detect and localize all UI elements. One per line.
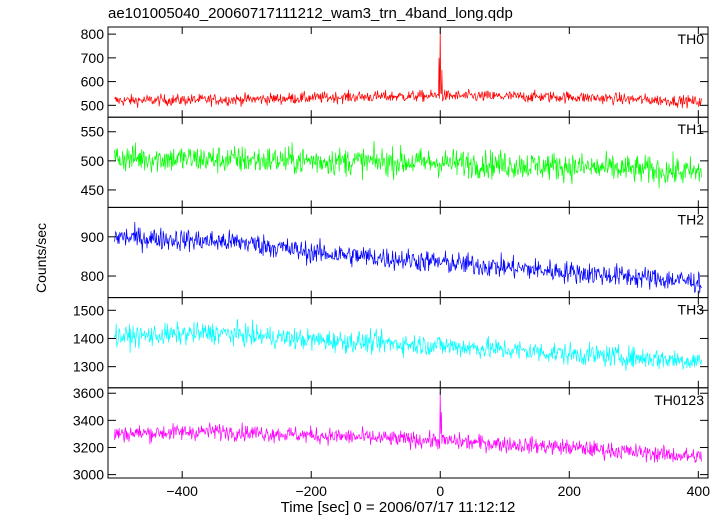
panel-label: TH1 — [678, 121, 705, 137]
series-line-th0123 — [114, 391, 702, 463]
series-line-th1 — [114, 141, 702, 189]
x-tick-label: −400 — [166, 483, 198, 499]
y-tick-label: 3400 — [73, 412, 104, 428]
panels: TH0 500 600 700 800 TH1 450 500 550 TH2 800 900 TH3 1… — [73, 26, 710, 499]
series-line-th0 — [114, 26, 702, 109]
y-tick-label: 900 — [81, 229, 105, 245]
panel-frame — [107, 26, 709, 118]
y-axis-label: Counts/sec — [33, 223, 49, 293]
panel-frame — [107, 387, 709, 479]
y-tick-label: 1400 — [73, 330, 104, 346]
panel-th0123: TH0123 3000 3200 3400 3600 — [73, 385, 709, 483]
y-tick-label: 800 — [81, 26, 105, 42]
x-tick-label: 0 — [436, 483, 444, 499]
panel-label: TH2 — [678, 211, 705, 227]
y-tick-label: 550 — [81, 124, 105, 140]
y-tick-label: 3600 — [73, 385, 104, 401]
series-line-th2 — [114, 221, 702, 294]
y-tick-label: 450 — [81, 182, 105, 198]
series-line-th3 — [114, 318, 702, 371]
y-tick-label: 1500 — [73, 302, 104, 318]
x-tick-label: 200 — [558, 483, 582, 499]
y-tick-label: 700 — [81, 50, 105, 66]
panel-th0: TH0 500 600 700 800 — [81, 26, 709, 118]
x-axis-label: Time [sec] 0 = 2006/07/17 11:12:12 — [281, 499, 516, 516]
panel-th2: TH2 800 900 — [81, 206, 709, 299]
panel-frame — [107, 297, 709, 389]
panel-label: TH0123 — [654, 392, 704, 408]
y-tick-label: 3000 — [73, 467, 104, 483]
y-tick-label: 800 — [81, 268, 105, 284]
y-tick-label: 1300 — [73, 359, 104, 375]
x-tick-label: 400 — [687, 483, 711, 499]
panel-th3: TH3 1300 1400 1500 — [73, 297, 709, 389]
panel-th1: TH1 450 500 550 — [81, 116, 709, 208]
x-tick-label: −200 — [295, 483, 327, 499]
y-tick-label: 500 — [81, 97, 105, 113]
y-tick-label: 500 — [81, 153, 105, 169]
y-tick-label: 3200 — [73, 439, 104, 455]
panel-label: TH0 — [678, 31, 705, 47]
y-tick-label: 600 — [81, 74, 105, 90]
chart-title: ae101005040_20060717111212_wam3_trn_4ban… — [108, 5, 513, 22]
panel-label: TH3 — [678, 302, 705, 318]
